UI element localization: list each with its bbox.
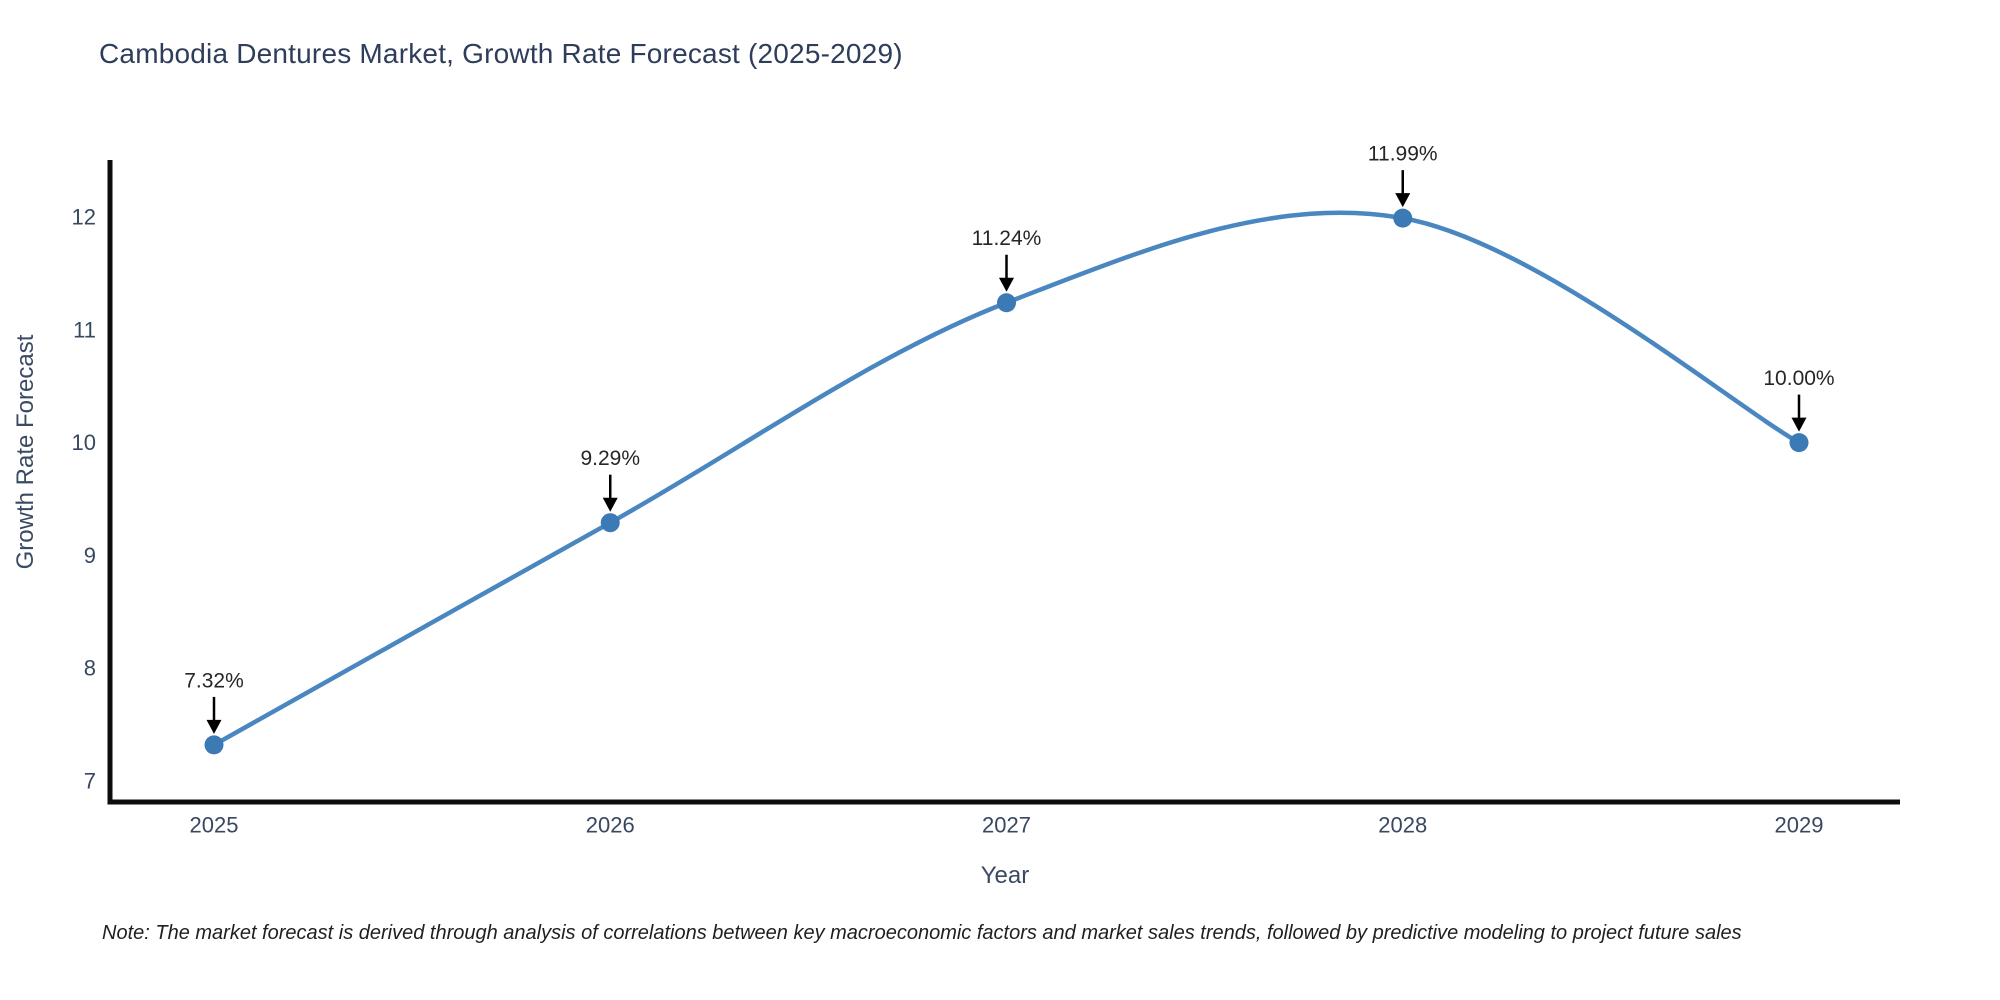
annotation-arrowhead	[1791, 417, 1807, 432]
x-tick-label: 2025	[190, 813, 239, 838]
y-tick-label: 8	[84, 656, 96, 681]
annotation-label: 11.99%	[1368, 143, 1438, 166]
annotation-label: 11.24%	[972, 227, 1042, 250]
annotation-arrowhead	[602, 497, 618, 512]
annotation-arrowhead	[1395, 193, 1411, 208]
annotation-label: 7.32%	[184, 669, 244, 692]
x-axis-title: Year	[980, 862, 1030, 889]
y-tick-label: 12	[72, 205, 96, 230]
data-point-marker	[997, 293, 1016, 313]
chart-title: Cambodia Dentures Market, Growth Rate Fo…	[99, 38, 903, 69]
y-tick-label: 11	[73, 317, 96, 342]
footnote: Note: The market forecast is derived thr…	[102, 922, 1742, 944]
annotation-label: 10.00%	[1763, 367, 1834, 390]
data-point-marker	[204, 735, 224, 755]
y-tick-label: 10	[72, 430, 96, 455]
annotation-label: 9.29%	[580, 447, 640, 470]
data-point-marker	[600, 513, 620, 533]
trend-line	[211, 210, 1802, 748]
x-tick-label: 2026	[586, 813, 635, 838]
y-tick-label: 7	[84, 769, 96, 794]
x-tick-label: 2028	[1378, 813, 1427, 838]
annotation-arrowhead	[206, 719, 222, 734]
x-tick-label: 2029	[1775, 813, 1824, 838]
x-tick-label: 2027	[982, 813, 1031, 838]
data-point-marker	[1789, 433, 1809, 453]
data-point-marker	[1393, 208, 1413, 228]
annotation-arrowhead	[999, 277, 1014, 292]
y-tick-label: 9	[84, 543, 96, 568]
